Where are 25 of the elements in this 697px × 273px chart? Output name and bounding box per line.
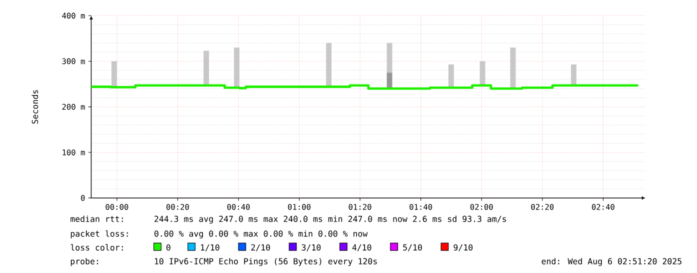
bar [386, 42, 392, 72]
legend-label: 2/10 [251, 244, 270, 251]
bar [570, 64, 576, 86]
legend-label: 3/10 [302, 244, 321, 251]
text: packet loss: [70, 230, 128, 238]
bar [448, 64, 454, 88]
text: loss color: [70, 244, 123, 250]
bar [326, 42, 332, 87]
text: median rtt: [70, 215, 123, 222]
legend-label: 1/10 [200, 244, 220, 251]
legend-label: 5/10 [403, 244, 422, 251]
legend-label: 9/10 [454, 244, 473, 251]
bar [386, 72, 392, 88]
text: probe: [70, 258, 98, 266]
bar [234, 47, 240, 88]
bar [510, 47, 516, 88]
y-axis-title: Seconds [32, 90, 38, 124]
text: 244.3 ms avg 247.0 ms max 240.0 ms min 247.0 ms now 2.6 ms sd 93.3 am/s [154, 215, 506, 224]
text: 0.00 % avg 0.00 % max 0.00 % min 0.00 % now [154, 230, 368, 238]
text: 10 IPv6-ICMP Echo Pings (56 Bytes) every 120s [154, 258, 377, 266]
legend-label: 4/10 [352, 244, 372, 251]
text: end: Wed Aug 6 02:51:20 2025 [542, 258, 682, 266]
bar [111, 60, 117, 87]
legend-label: 0 [166, 244, 170, 250]
bar [204, 50, 210, 86]
